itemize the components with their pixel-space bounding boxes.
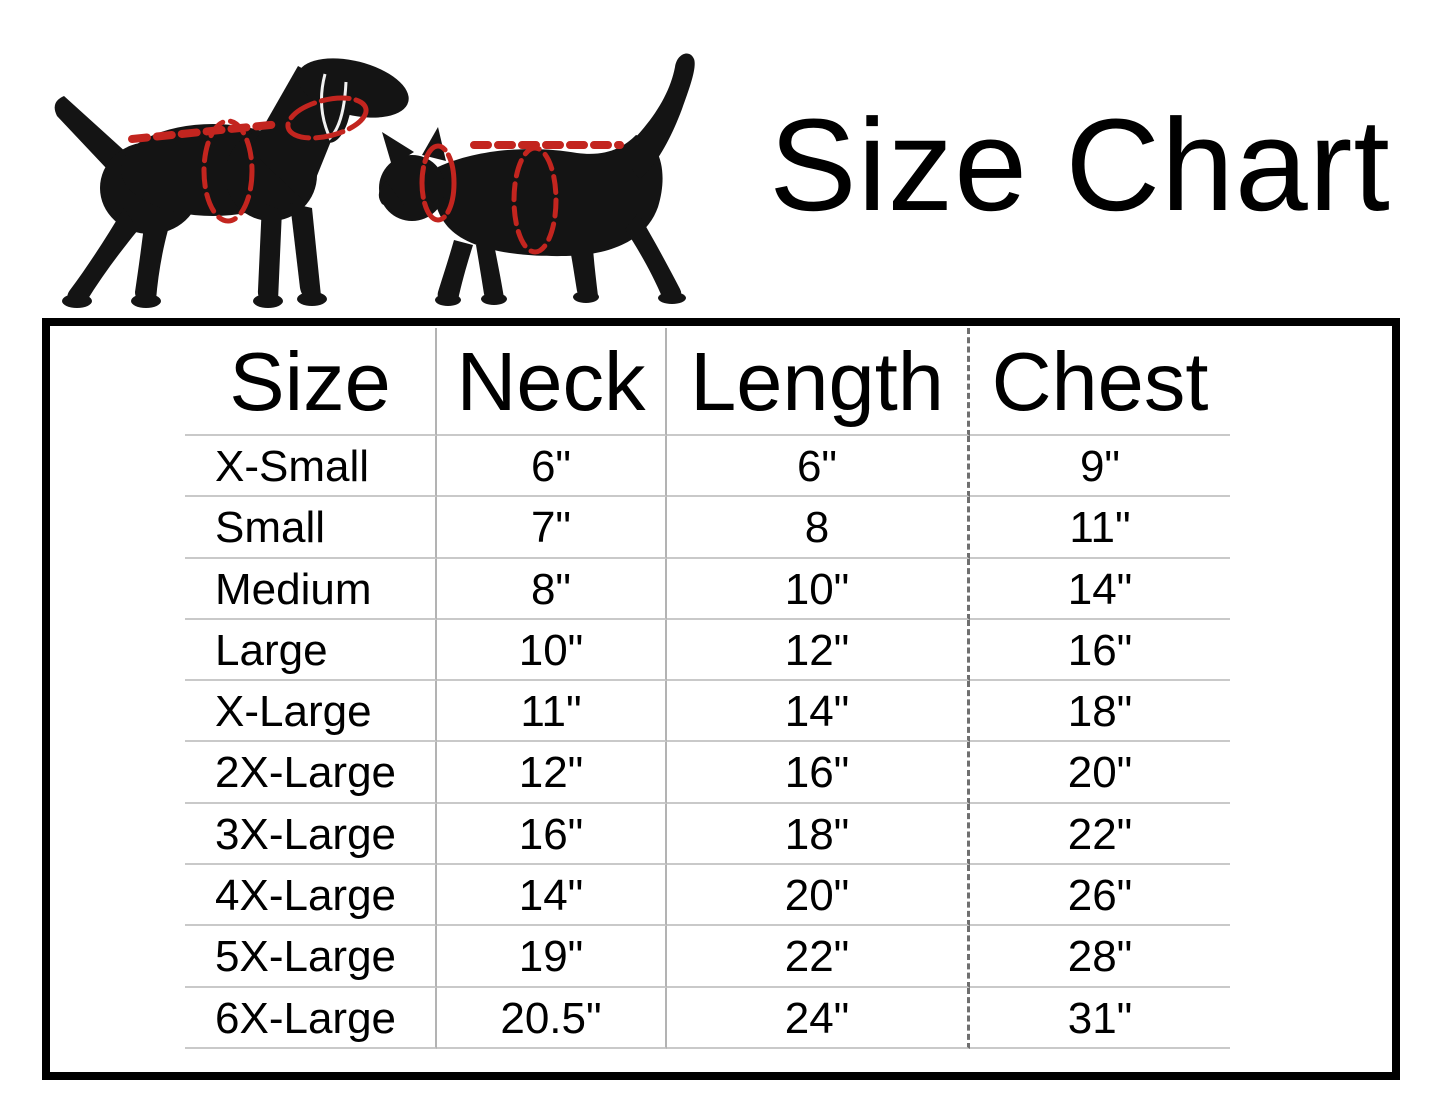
dog-body-shapes bbox=[54, 58, 409, 308]
cat-silhouette bbox=[378, 53, 695, 306]
chest-cell: 20" bbox=[970, 742, 1230, 804]
length-cell: 10" bbox=[667, 558, 970, 620]
length-cell: 20" bbox=[667, 865, 970, 927]
dog-hind-leg-near bbox=[135, 226, 168, 301]
length-cell: 16" bbox=[667, 742, 970, 804]
neck-cell: 6" bbox=[437, 436, 667, 498]
size-cell: 4X-Large bbox=[185, 865, 437, 927]
size-cell: 6X-Large bbox=[185, 987, 437, 1049]
chest-cell: 14" bbox=[970, 559, 1230, 620]
size-cell: 2X-Large bbox=[185, 742, 437, 804]
dog-front-paw-1 bbox=[253, 294, 283, 308]
cat-front-paw-1 bbox=[435, 294, 461, 306]
dog-front-paw-2 bbox=[297, 292, 327, 306]
length-cell: 22" bbox=[667, 926, 970, 988]
neck-cell: 14" bbox=[437, 865, 667, 927]
dog-neck-girth-ellipse bbox=[285, 95, 369, 141]
size-cell: Small bbox=[185, 497, 437, 559]
cat-front-leg-2 bbox=[476, 244, 504, 301]
column-header-neck: Neck bbox=[437, 328, 667, 436]
cat-chest-girth-ellipse bbox=[511, 145, 559, 255]
length-cell: 12" bbox=[667, 619, 970, 682]
neck-cell: 11" bbox=[437, 681, 667, 743]
cat-neck-girth-ellipse bbox=[419, 143, 457, 223]
size-cell: 5X-Large bbox=[185, 926, 437, 988]
size-cell: Large bbox=[185, 619, 437, 682]
length-cell: 6" bbox=[667, 436, 970, 498]
size-cell: 3X-Large bbox=[185, 803, 437, 866]
column-header-chest: Chest bbox=[970, 328, 1230, 436]
length-cell: 14" bbox=[667, 681, 970, 743]
size-table-frame: Size Neck Length Chest X-Small 6" 6" 9" Smal… bbox=[42, 318, 1400, 1080]
cat-hind-leg-2 bbox=[625, 213, 682, 299]
cat-torso bbox=[433, 135, 663, 257]
column-header-length: Length bbox=[667, 328, 970, 436]
cat-hind-paw-2 bbox=[658, 292, 686, 304]
cat-front-paw-2 bbox=[481, 293, 507, 305]
chest-cell: 16" bbox=[970, 620, 1230, 682]
length-cell: 8 bbox=[667, 497, 970, 559]
chest-cell: 28" bbox=[970, 926, 1230, 988]
neck-cell: 16" bbox=[437, 803, 667, 866]
cat-ear-left bbox=[382, 132, 414, 166]
dog-silhouette bbox=[54, 58, 409, 308]
chest-cell: 9" bbox=[970, 436, 1230, 498]
cat-hind-leg-1 bbox=[570, 248, 598, 299]
chest-cell: 22" bbox=[970, 804, 1230, 866]
dog-hind-paw-near bbox=[131, 294, 161, 308]
neck-cell: 20.5" bbox=[437, 987, 667, 1049]
neck-cell: 12" bbox=[437, 742, 667, 804]
chest-cell: 26" bbox=[970, 865, 1230, 927]
dog-back-length-line bbox=[128, 120, 284, 143]
neck-cell: 7" bbox=[437, 497, 667, 559]
size-cell: Medium bbox=[185, 558, 437, 620]
size-cell: X-Small bbox=[185, 436, 437, 498]
chest-cell: 18" bbox=[970, 681, 1230, 743]
chest-cell: 11" bbox=[970, 497, 1230, 559]
chest-cell: 31" bbox=[970, 988, 1230, 1049]
cat-body-shapes bbox=[378, 53, 695, 306]
cat-hind-paw-1 bbox=[573, 291, 599, 303]
neck-cell: 8" bbox=[437, 558, 667, 620]
dog-hind-leg-far bbox=[67, 208, 138, 302]
dog-front-leg-1 bbox=[257, 203, 282, 301]
dog-hind-paw-far bbox=[62, 294, 92, 308]
neck-cell: 19" bbox=[437, 926, 667, 988]
cat-measurement-guides bbox=[419, 141, 624, 255]
length-cell: 24" bbox=[667, 987, 970, 1049]
size-table: Size Neck Length Chest X-Small 6" 6" 9" Smal… bbox=[185, 328, 1230, 1049]
dog-measurement-guides bbox=[128, 95, 369, 224]
cat-tail bbox=[628, 53, 695, 179]
neck-cell: 10" bbox=[437, 619, 667, 682]
page-title: Size Chart bbox=[769, 91, 1391, 238]
cat-muzzle bbox=[378, 181, 404, 209]
dog-chest-girth-ellipse bbox=[201, 118, 255, 224]
dog-front-leg-2 bbox=[290, 203, 321, 299]
column-header-size: Size bbox=[185, 328, 437, 436]
cat-front-leg-1 bbox=[437, 240, 473, 301]
length-cell: 18" bbox=[667, 803, 970, 866]
size-cell: X-Large bbox=[185, 681, 437, 743]
